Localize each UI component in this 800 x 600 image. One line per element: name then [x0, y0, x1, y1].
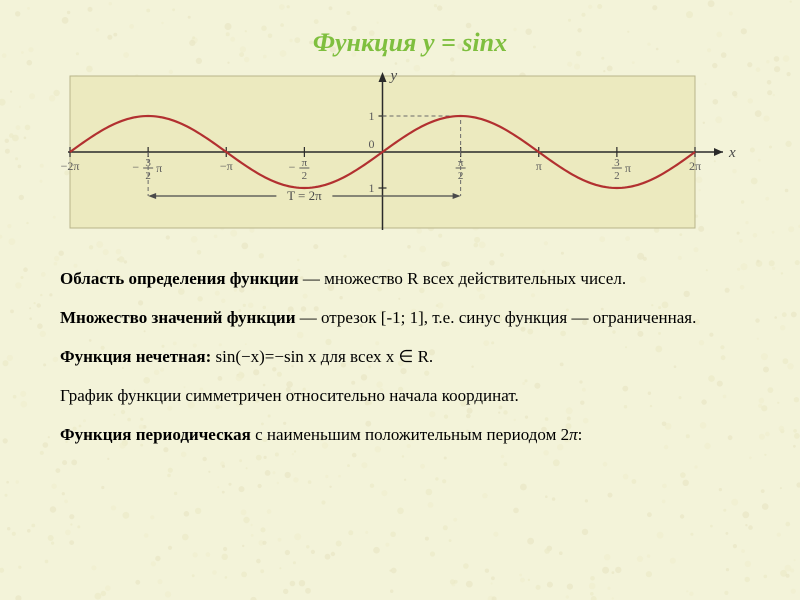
- svg-text:3: 3: [614, 157, 620, 169]
- svg-text:π: π: [625, 161, 631, 175]
- odd-label: Функция нечетная:: [60, 347, 211, 366]
- symmetry-text: График функции симметричен относительно …: [60, 385, 740, 408]
- pi-symbol: π: [569, 425, 578, 444]
- svg-text:−2π: −2π: [61, 159, 80, 173]
- periodic-text: Функция периодическая с наименьшим полож…: [60, 424, 740, 447]
- odd-function-text: Функция нечетная: sin(−x)=−sin x для все…: [60, 346, 740, 369]
- svg-text:−: −: [289, 160, 296, 174]
- svg-text:π: π: [302, 157, 308, 169]
- svg-text:2: 2: [302, 170, 308, 182]
- range-rest: — отрезок [-1; 1], т.е. синус функция — …: [296, 308, 697, 327]
- range-text: Множество значений функции — отрезок [-1…: [60, 307, 740, 330]
- periodic-label: Функция периодическая: [60, 425, 251, 444]
- svg-text:1: 1: [369, 109, 375, 123]
- domain-label: Область определения функции: [60, 269, 299, 288]
- svg-text:−π: −π: [220, 159, 233, 173]
- sine-chart: xy101−2π−32π−π−π2π2π32π2πT = 2π: [50, 68, 750, 248]
- svg-text:π: π: [536, 159, 542, 173]
- svg-text:y: y: [389, 68, 398, 84]
- page-title: Функция y = sinx: [50, 28, 750, 58]
- odd-rest1: sin(−x)=−sin x для всех x: [211, 347, 398, 366]
- domain-text: Область определения функции — множество …: [60, 268, 740, 291]
- svg-text:0: 0: [369, 137, 375, 151]
- element-of-symbol: ∈: [399, 347, 414, 366]
- domain-rest: — множество R всех действительных чисел.: [299, 269, 626, 288]
- svg-text:1: 1: [369, 181, 375, 195]
- odd-rest2: R.: [413, 347, 433, 366]
- svg-text:2π: 2π: [689, 159, 701, 173]
- range-label: Множество значений функции: [60, 308, 296, 327]
- description-block: Область определения функции — множество …: [50, 268, 750, 447]
- svg-text:T = 2π: T = 2π: [287, 188, 322, 203]
- svg-text:π: π: [156, 161, 162, 175]
- periodic-rest: с наименьшим положительным периодом 2: [251, 425, 569, 444]
- svg-text:x: x: [728, 145, 736, 161]
- periodic-end: :: [578, 425, 583, 444]
- svg-text:2: 2: [614, 170, 620, 182]
- svg-text:−: −: [132, 160, 139, 174]
